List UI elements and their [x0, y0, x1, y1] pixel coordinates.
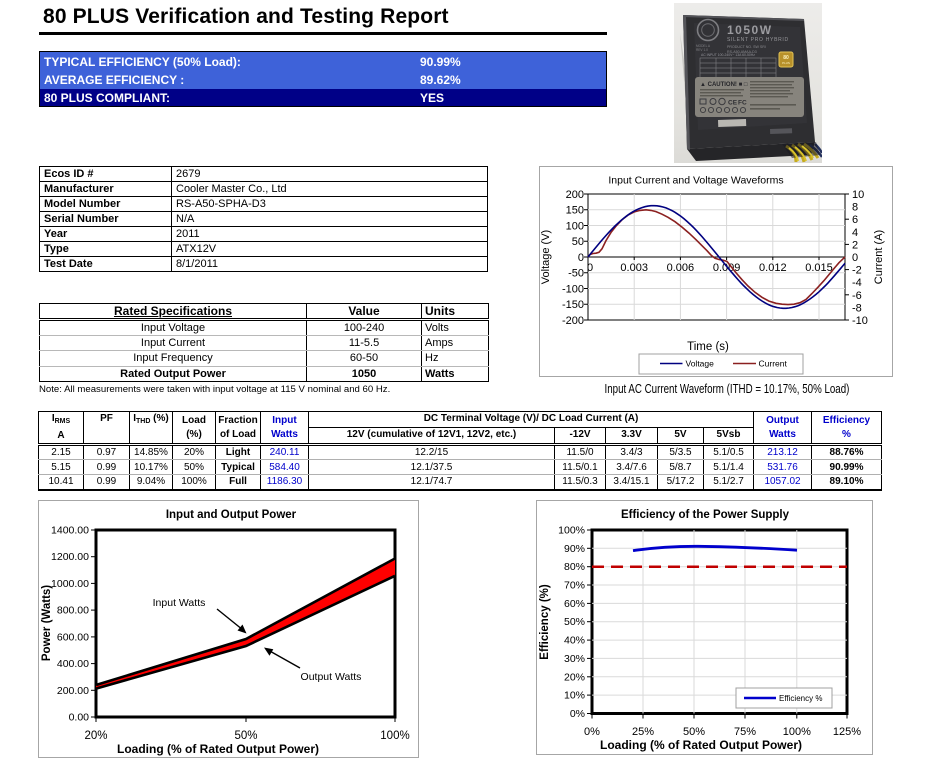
- svg-text:1000.00: 1000.00: [51, 578, 89, 590]
- svg-text:0: 0: [578, 252, 584, 264]
- svg-text:0.009: 0.009: [713, 262, 741, 274]
- svg-text:200.00: 200.00: [57, 685, 89, 697]
- svg-text:FC: FC: [738, 100, 747, 107]
- svg-text:-100: -100: [562, 284, 584, 296]
- svg-text:25%: 25%: [632, 726, 654, 738]
- svg-text:20%: 20%: [564, 671, 585, 683]
- svg-text:Voltage: Voltage: [686, 359, 715, 369]
- svg-text:0%: 0%: [584, 726, 600, 738]
- svg-text:0: 0: [587, 262, 593, 274]
- svg-text:80: 80: [783, 55, 789, 61]
- svg-text:▲ CAUTION! ■ □: ▲ CAUTION! ■ □: [700, 82, 748, 88]
- svg-text:0.00: 0.00: [69, 712, 90, 724]
- svg-text:MODEL A: MODEL A: [696, 44, 711, 48]
- svg-text:SILENT PRO HYBRID: SILENT PRO HYBRID: [727, 37, 789, 43]
- svg-text:600.00: 600.00: [57, 631, 89, 643]
- svg-text:-150: -150: [562, 299, 584, 311]
- svg-text:RS-A50-AMAA-D3: RS-A50-AMAA-D3: [727, 50, 757, 54]
- svg-text:Efficiency %: Efficiency %: [779, 694, 822, 703]
- svg-text:Power (Watts): Power (Watts): [41, 585, 53, 661]
- svg-text:0.012: 0.012: [759, 262, 787, 274]
- svg-text:800.00: 800.00: [57, 605, 89, 617]
- svg-text:Voltage (V): Voltage (V): [540, 230, 552, 284]
- svg-text:80%: 80%: [564, 561, 585, 573]
- svg-text:1050W: 1050W: [727, 23, 773, 37]
- svg-text:REV 1.0: REV 1.0: [696, 48, 708, 52]
- svg-text:Current: Current: [759, 359, 788, 369]
- svg-text:-10: -10: [852, 315, 868, 327]
- svg-text:0%: 0%: [570, 708, 585, 720]
- svg-text:Efficiency of the Power Supply: Efficiency of the Power Supply: [621, 509, 790, 521]
- svg-text:50%: 50%: [683, 726, 705, 738]
- svg-text:50%: 50%: [564, 616, 585, 628]
- svg-text:1200.00: 1200.00: [51, 551, 89, 563]
- svg-text:Input and Output Power: Input and Output Power: [166, 509, 297, 521]
- svg-text:2: 2: [852, 239, 858, 251]
- svg-text:Loading (% of Rated Output Pow: Loading (% of Rated Output Power): [600, 738, 802, 752]
- svg-text:Loading (% of Rated Output Pow: Loading (% of Rated Output Power): [117, 742, 319, 756]
- svg-text:0.015: 0.015: [805, 262, 833, 274]
- svg-text:50: 50: [572, 236, 584, 248]
- svg-text:8: 8: [852, 202, 858, 214]
- svg-text:-50: -50: [568, 268, 584, 280]
- svg-text:Input Current and Voltage Wave: Input Current and Voltage Waveforms: [608, 175, 783, 187]
- svg-text:10: 10: [852, 189, 864, 201]
- svg-text:20%: 20%: [84, 730, 107, 742]
- svg-text:60%: 60%: [564, 598, 585, 610]
- svg-text:100%: 100%: [558, 525, 585, 537]
- svg-text:Time (s): Time (s): [687, 341, 729, 353]
- svg-text:AC INPUT 100-240V~ 13A 60-50Hz: AC INPUT 100-240V~ 13A 60-50Hz: [701, 53, 755, 57]
- svg-text:70%: 70%: [564, 580, 585, 592]
- svg-text:CE: CE: [728, 100, 738, 107]
- svg-text:PRODUCT NO. SW SRI: PRODUCT NO. SW SRI: [727, 45, 766, 49]
- svg-text:Input Watts: Input Watts: [153, 597, 206, 609]
- svg-text:Efficiency (%): Efficiency (%): [539, 584, 551, 660]
- svg-text:30%: 30%: [564, 653, 585, 665]
- svg-text:100%: 100%: [380, 730, 409, 742]
- svg-text:400.00: 400.00: [57, 658, 89, 670]
- svg-text:10%: 10%: [564, 690, 585, 702]
- svg-text:200: 200: [566, 189, 584, 201]
- svg-text:0.006: 0.006: [667, 262, 695, 274]
- svg-text:75%: 75%: [734, 726, 756, 738]
- svg-text:90%: 90%: [564, 543, 585, 555]
- svg-text:125%: 125%: [833, 726, 861, 738]
- svg-text:-2: -2: [852, 265, 862, 277]
- svg-text:0: 0: [852, 252, 858, 264]
- svg-text:-4: -4: [852, 277, 862, 289]
- svg-text:1400.00: 1400.00: [51, 525, 89, 537]
- svg-text:Output Watts: Output Watts: [301, 671, 362, 683]
- svg-text:PLUS: PLUS: [782, 61, 790, 65]
- svg-text:-6: -6: [852, 290, 862, 302]
- svg-text:-200: -200: [562, 315, 584, 327]
- svg-text:100: 100: [566, 221, 584, 233]
- svg-text:0.003: 0.003: [620, 262, 648, 274]
- svg-text:150: 150: [566, 205, 584, 217]
- svg-text:50%: 50%: [234, 730, 257, 742]
- svg-text:Current (A): Current (A): [873, 230, 885, 284]
- svg-text:-8: -8: [852, 302, 862, 314]
- svg-text:4: 4: [852, 227, 858, 239]
- svg-text:40%: 40%: [564, 635, 585, 647]
- svg-text:100%: 100%: [783, 726, 811, 738]
- svg-text:6: 6: [852, 214, 858, 226]
